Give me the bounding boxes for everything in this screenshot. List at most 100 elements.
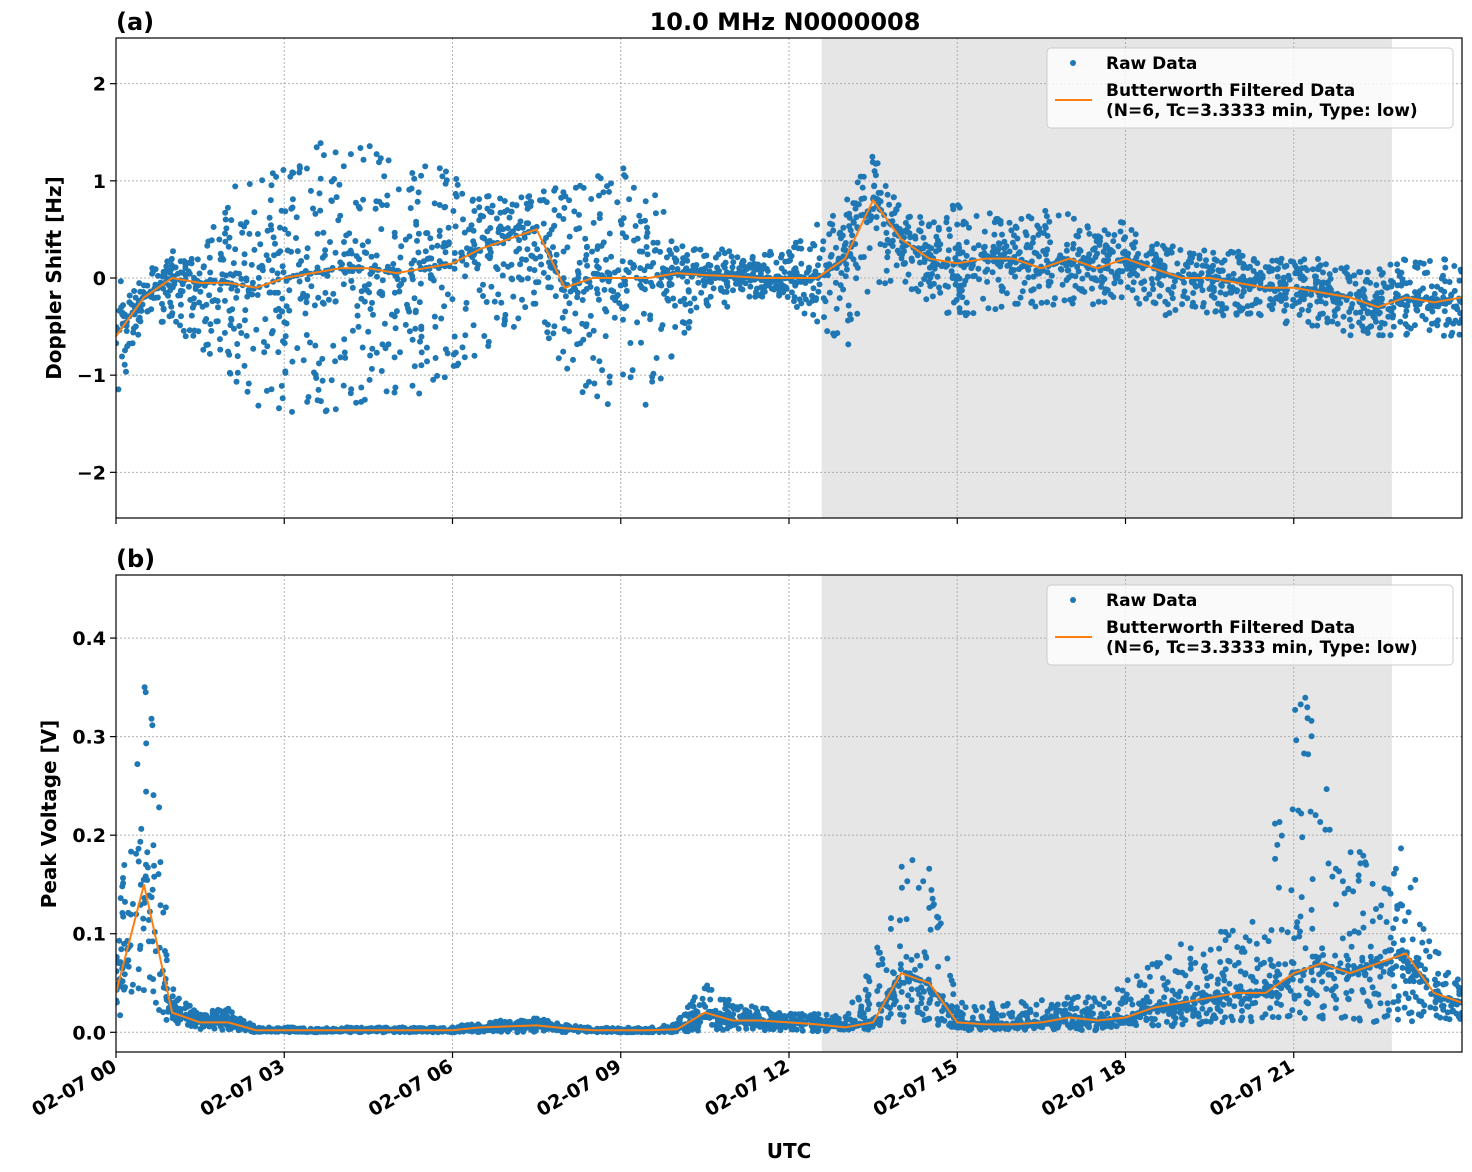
raw-point <box>920 878 927 885</box>
raw-point <box>438 284 445 291</box>
raw-point <box>562 293 569 300</box>
raw-point <box>649 378 656 385</box>
raw-point <box>975 242 982 249</box>
raw-point <box>1411 322 1418 329</box>
raw-point <box>526 265 533 272</box>
raw-point <box>158 318 165 325</box>
raw-point <box>373 252 380 259</box>
raw-point <box>608 287 615 294</box>
raw-point <box>784 294 791 300</box>
raw-point <box>873 214 880 220</box>
raw-point <box>1441 256 1448 263</box>
raw-point <box>583 252 590 258</box>
raw-point <box>1042 224 1049 231</box>
raw-point <box>814 318 821 325</box>
raw-point <box>274 270 281 277</box>
raw-point <box>1225 273 1232 280</box>
raw-point <box>1348 323 1355 330</box>
raw-point <box>395 186 402 193</box>
raw-point <box>985 305 992 312</box>
raw-point <box>150 842 157 849</box>
raw-point <box>540 188 547 195</box>
raw-point <box>551 323 558 330</box>
raw-point <box>724 303 731 310</box>
raw-point <box>900 1018 907 1025</box>
raw-point <box>929 991 936 998</box>
raw-point <box>852 200 859 207</box>
raw-point <box>854 310 861 317</box>
raw-point <box>513 248 520 255</box>
raw-point <box>132 323 139 330</box>
raw-point <box>1129 287 1136 294</box>
raw-point <box>149 722 156 729</box>
raw-point <box>1307 302 1313 309</box>
raw-point <box>830 227 837 234</box>
raw-point <box>118 946 125 953</box>
raw-point <box>604 401 611 408</box>
raw-point <box>1117 228 1124 235</box>
raw-point <box>668 353 675 360</box>
raw-point <box>116 999 120 1006</box>
raw-point <box>128 848 135 855</box>
raw-point <box>917 228 924 235</box>
raw-point <box>498 299 505 306</box>
raw-point <box>296 163 303 170</box>
raw-point <box>730 287 736 294</box>
raw-point <box>748 1003 755 1010</box>
raw-point <box>1215 300 1222 307</box>
raw-point <box>788 289 795 296</box>
raw-point <box>333 194 340 201</box>
raw-point <box>234 341 241 347</box>
raw-point <box>359 344 366 351</box>
raw-point <box>466 226 472 233</box>
raw-point <box>441 374 448 381</box>
raw-point <box>1254 275 1261 282</box>
raw-point <box>1005 1026 1012 1033</box>
raw-point <box>824 272 831 279</box>
raw-point <box>900 1012 907 1019</box>
raw-point <box>215 304 221 311</box>
raw-point <box>131 288 138 294</box>
raw-point <box>714 264 721 271</box>
raw-point <box>1238 307 1245 313</box>
raw-point <box>1035 231 1042 238</box>
raw-point <box>833 244 839 251</box>
y-tick-label: 2 <box>93 74 106 96</box>
raw-point <box>417 280 424 287</box>
raw-point <box>1009 1009 1016 1016</box>
raw-point <box>685 287 692 294</box>
raw-point <box>320 152 327 159</box>
raw-point <box>809 292 815 299</box>
raw-point <box>875 1001 882 1008</box>
raw-point <box>579 297 586 303</box>
raw-point <box>537 253 544 260</box>
raw-point <box>135 845 142 852</box>
raw-point <box>1124 284 1131 291</box>
raw-point <box>1148 247 1155 254</box>
raw-point <box>602 306 608 313</box>
raw-point <box>670 295 677 302</box>
raw-point <box>492 1018 499 1025</box>
raw-point <box>510 323 517 330</box>
raw-point <box>117 959 124 966</box>
raw-point <box>299 293 306 300</box>
raw-point <box>332 406 339 413</box>
raw-point <box>1097 238 1103 245</box>
raw-point <box>1023 263 1030 270</box>
raw-point <box>1034 222 1041 229</box>
raw-point <box>566 197 573 204</box>
raw-point <box>1281 263 1288 270</box>
raw-point <box>1089 285 1095 292</box>
raw-point <box>1012 244 1019 251</box>
raw-point <box>1070 215 1077 222</box>
raw-point <box>1198 270 1205 277</box>
raw-point <box>169 993 176 1000</box>
raw-point <box>773 259 780 266</box>
raw-point <box>627 374 634 381</box>
raw-point <box>289 408 295 415</box>
raw-point <box>409 276 416 283</box>
raw-point <box>1246 286 1253 293</box>
raw-point <box>992 306 999 313</box>
raw-point <box>1006 219 1013 226</box>
